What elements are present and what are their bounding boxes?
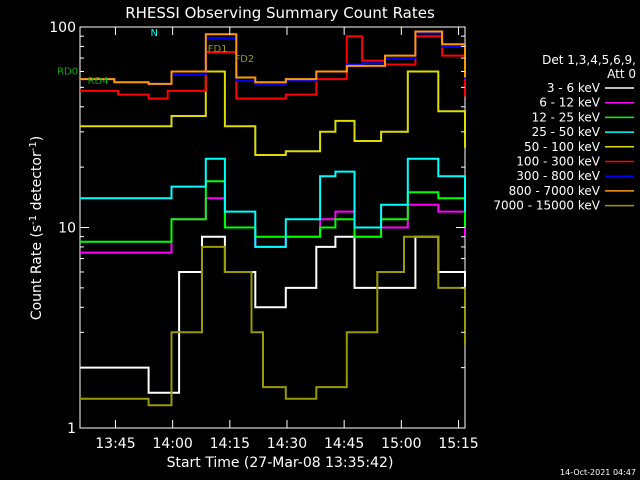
- legend-label-7: 300 - 800 keV: [516, 169, 600, 183]
- x-axis-ticks: 13:45 14:00 14:15 14:30 14:45 15:00 15:15: [95, 27, 479, 452]
- series-line-5: [80, 70, 466, 156]
- annotation-label-4: RD0: [57, 66, 78, 77]
- x-tick-label-6: 15:00: [381, 436, 421, 452]
- footer-timestamp: 14-Oct-2021 04:47: [560, 468, 636, 477]
- legend-label-6: 100 - 300 keV: [516, 155, 600, 169]
- legend-label-4: 25 - 50 keV: [532, 125, 601, 139]
- y-axis-label: Count Rate (s-1 detector-1): [28, 136, 45, 320]
- legend-header-line-2: Att 0: [607, 67, 636, 81]
- y-axis-label-end: ): [29, 136, 45, 141]
- series-line-1: [80, 235, 466, 394]
- annotation-label-3: FD2: [234, 54, 254, 65]
- legend-label-8: 800 - 7000 keV: [509, 184, 601, 198]
- legend-label-9: 7000 - 15000 keV: [493, 199, 600, 213]
- chart-title: RHESSI Observing Summary Count Rates: [125, 4, 435, 22]
- x-axis-label: Start Time (27-Mar-08 13:35:42): [167, 455, 394, 471]
- x-tick-label-2: 14:00: [152, 436, 192, 452]
- series-layer: [80, 30, 466, 407]
- x-tick-label-1: 13:45: [95, 436, 135, 452]
- y-tick-label-2: 10: [58, 221, 76, 237]
- y-axis-label-main: Count Rate (s: [29, 225, 45, 320]
- x-tick-label-5: 14:45: [324, 436, 364, 452]
- legend-header-line-1: Det 1,3,4,5,6,9,: [542, 53, 636, 67]
- y-axis-ticks: 1 10 100: [49, 20, 465, 437]
- x-tick-label-4: 14:30: [267, 436, 307, 452]
- legend-label-5: 50 - 100 keV: [524, 140, 601, 154]
- legend-label-1: 3 - 6 keV: [547, 81, 601, 95]
- series-line-9: [80, 235, 466, 407]
- y-tick-label-3: 100: [49, 20, 76, 36]
- series-line-8: [80, 30, 466, 85]
- series-line-4: [80, 157, 466, 248]
- y-axis-label-sup: -1: [28, 215, 39, 225]
- x-tick-label-3: 14:15: [210, 436, 250, 452]
- annotation-label-2: FD1: [208, 44, 228, 55]
- legend-label-2: 6 - 12 keV: [539, 96, 601, 110]
- y-axis-label-sup2: -1: [28, 141, 39, 151]
- annotation-label-1: N: [151, 28, 158, 39]
- annotation-layer: N FD1 FD2 RD0 RD4: [57, 28, 254, 87]
- legend-label-3: 12 - 25 keV: [532, 110, 601, 124]
- annotation-label-5: RD4: [88, 76, 109, 87]
- y-tick-label-1: 1: [67, 421, 76, 437]
- y-axis-label-rest: detector: [29, 151, 45, 215]
- x-tick-label-7: 15:15: [438, 436, 478, 452]
